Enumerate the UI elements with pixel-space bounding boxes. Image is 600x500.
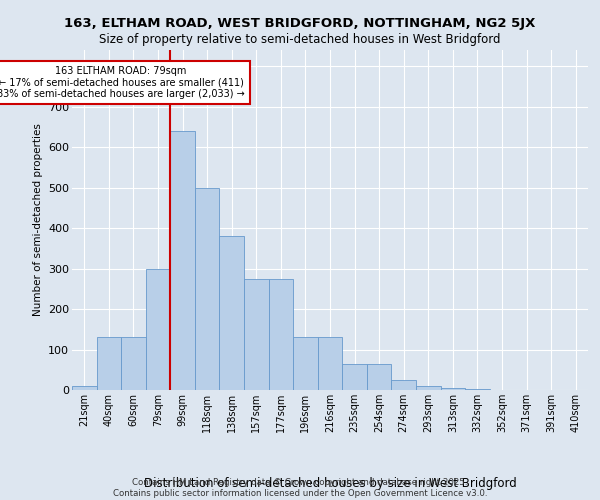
Text: 163, ELTHAM ROAD, WEST BRIDGFORD, NOTTINGHAM, NG2 5JX: 163, ELTHAM ROAD, WEST BRIDGFORD, NOTTIN… xyxy=(64,18,536,30)
Bar xyxy=(440,388,465,390)
Y-axis label: Number of semi-detached properties: Number of semi-detached properties xyxy=(32,124,43,316)
Bar xyxy=(293,338,318,390)
Text: 163 ELTHAM ROAD: 79sqm
← 17% of semi-detached houses are smaller (411)
83% of se: 163 ELTHAM ROAD: 79sqm ← 17% of semi-det… xyxy=(0,66,245,100)
Bar xyxy=(195,188,220,390)
X-axis label: Distribution of semi-detached houses by size in West Bridgford: Distribution of semi-detached houses by … xyxy=(143,476,517,490)
Bar xyxy=(170,131,195,390)
Bar xyxy=(391,380,416,390)
Bar xyxy=(416,386,440,390)
Bar xyxy=(244,278,269,390)
Bar xyxy=(146,268,170,390)
Bar xyxy=(318,338,342,390)
Bar xyxy=(97,338,121,390)
Bar xyxy=(367,364,391,390)
Bar xyxy=(220,236,244,390)
Bar xyxy=(269,278,293,390)
Bar xyxy=(342,364,367,390)
Text: Size of property relative to semi-detached houses in West Bridgford: Size of property relative to semi-detach… xyxy=(99,32,501,46)
Bar xyxy=(121,338,146,390)
Text: Contains HM Land Registry data © Crown copyright and database right 2025.
Contai: Contains HM Land Registry data © Crown c… xyxy=(113,478,487,498)
Bar xyxy=(465,389,490,390)
Bar xyxy=(72,386,97,390)
